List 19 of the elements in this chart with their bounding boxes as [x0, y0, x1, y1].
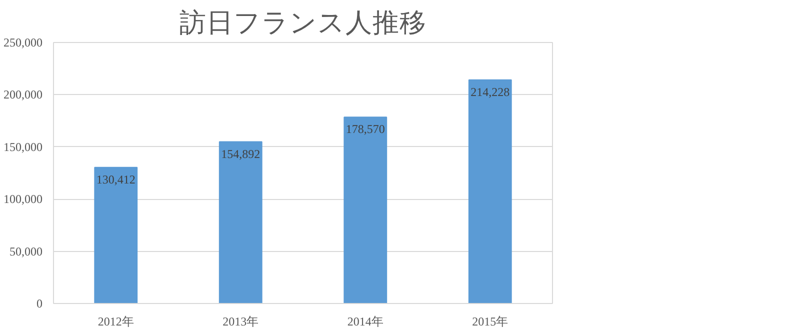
bar: [94, 166, 138, 304]
y-tick-label: 150,000: [4, 140, 42, 154]
data-label: 154,892: [221, 146, 260, 161]
y-tick-label: 250,000: [4, 36, 42, 50]
bar: [344, 116, 388, 304]
x-tick-label: 2012年: [98, 314, 134, 328]
y-tick-label: 200,000: [4, 88, 42, 102]
chart-title: 訪日フランス人推移: [180, 8, 426, 38]
data-label: 214,228: [470, 84, 510, 99]
data-label: 130,412: [96, 172, 136, 186]
x-tick-label: 2014年: [347, 314, 384, 328]
y-tick-label: 0: [36, 296, 42, 310]
y-tick-label: 50,000: [10, 244, 42, 258]
bar: [468, 79, 512, 304]
x-tick-label: 2013年: [222, 314, 259, 328]
bar: [218, 141, 262, 304]
x-tick-label: 2015年: [472, 314, 508, 328]
y-tick-label: 100,000: [4, 192, 42, 206]
data-label: 178,570: [346, 122, 385, 136]
